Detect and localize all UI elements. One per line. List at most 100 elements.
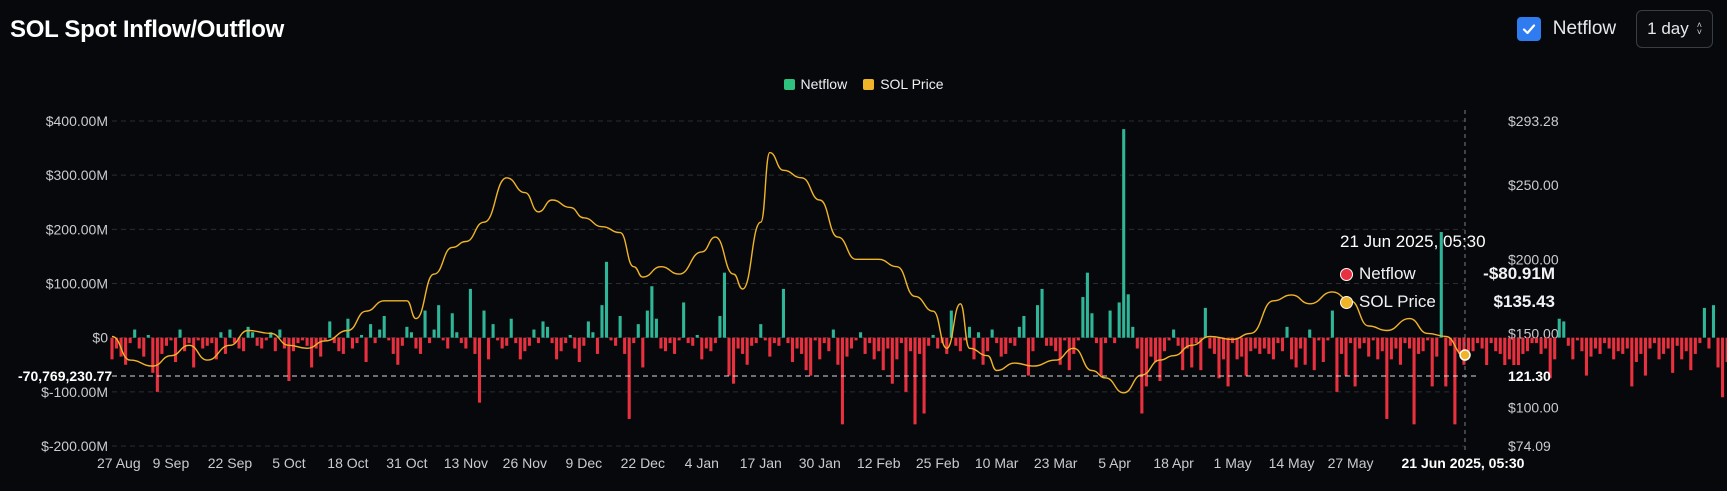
price-highlight-point (1459, 349, 1471, 361)
netflow-bar (477, 337, 482, 403)
netflow-bar (645, 310, 649, 338)
netflow-bar (1539, 337, 1543, 354)
netflow-bar (1530, 337, 1534, 344)
netflow-bar (1389, 337, 1393, 360)
netflow-bar (237, 337, 241, 349)
netflow-bar (1544, 337, 1548, 349)
netflow-bar (636, 324, 640, 338)
tooltip-dot-netflow (1340, 267, 1353, 281)
netflow-bar (845, 337, 849, 357)
netflow-bar (609, 337, 613, 341)
netflow-bar (1240, 337, 1244, 357)
netflow-bar (1707, 337, 1711, 349)
netflow-bar (1398, 337, 1402, 365)
netflow-bar (954, 337, 958, 346)
netflow-bar (173, 337, 178, 363)
y-right-tick-label: $150.00 (1508, 325, 1559, 341)
netflow-bar (1553, 337, 1557, 360)
netflow-bar (192, 337, 196, 368)
netflow-bar (813, 337, 817, 341)
netflow-bar (1004, 337, 1008, 354)
netflow-bar (600, 305, 604, 338)
netflow-bar (963, 337, 967, 341)
netflow-bar (1330, 310, 1334, 338)
netflow-bar (273, 337, 277, 352)
netflow-bar (999, 337, 1003, 357)
netflow-bar (732, 337, 736, 384)
netflow-bar (1008, 337, 1012, 344)
netflow-bar (1258, 337, 1262, 354)
netflow-bar (468, 288, 472, 338)
netflow-bar (1725, 337, 1727, 363)
netflow-bar (1335, 337, 1339, 392)
netflow-bar (545, 326, 550, 338)
netflow-bar (1721, 337, 1725, 398)
y-right-tick-label: $100.00 (1508, 400, 1559, 416)
netflow-bar (264, 337, 268, 341)
netflow-bar (804, 337, 808, 371)
netflow-bar (1158, 337, 1162, 381)
netflow-bar (1026, 337, 1030, 376)
interval-select[interactable]: 1 day ˄ ˅ (1636, 10, 1713, 48)
netflow-bar (1203, 307, 1207, 338)
netflow-bar (1063, 337, 1067, 341)
netflow-bar (1271, 337, 1275, 360)
netflow-bar (1575, 337, 1579, 341)
chart-controls: Netflow 1 day ˄ ˅ (1516, 10, 1713, 48)
netflow-bar (187, 337, 191, 344)
netflow-bar (1593, 337, 1598, 349)
crosshair-netflow-label: -70,769,230.77 (18, 368, 112, 384)
netflow-bar (423, 310, 427, 338)
netflow-bar (364, 337, 368, 363)
y-left-tick-label: $400.00M (46, 113, 108, 129)
netflow-bar (355, 337, 359, 344)
netflow-bar (1675, 337, 1679, 346)
netflow-bar (881, 337, 885, 371)
netflow-bar (219, 332, 223, 338)
netflow-bar (1680, 337, 1684, 360)
netflow-bar (183, 337, 187, 352)
netflow-bar (541, 321, 545, 338)
netflow-bar (1476, 337, 1480, 344)
netflow-bar (1662, 337, 1666, 354)
x-tick-label: 22 Sep (208, 455, 253, 471)
netflow-bar (836, 337, 840, 365)
legend-item-netflow[interactable]: Netflow (783, 76, 847, 92)
x-tick-label: 9 Dec (566, 455, 603, 471)
netflow-bar (1494, 337, 1498, 352)
x-tick-label: 22 Dec (621, 455, 665, 471)
netflow-bar (709, 337, 713, 352)
netflow-bar (818, 337, 822, 360)
netflow-bar (201, 337, 205, 349)
netflow-bar (146, 334, 150, 338)
netflow-bar (1385, 337, 1389, 419)
x-tick-label: 30 Jan (799, 455, 841, 471)
netflow-bar (491, 324, 495, 338)
netflow-bar (518, 337, 522, 360)
netflow-bar (1702, 307, 1706, 338)
netflow-bar (704, 337, 708, 349)
netflow-bar (854, 337, 858, 341)
page-title: SOL Spot Inflow/Outflow (10, 16, 284, 43)
netflow-bar (1185, 337, 1189, 349)
netflow-bar (618, 316, 622, 338)
netflow-bar (564, 337, 568, 344)
netflow-bar (1099, 337, 1103, 376)
netflow-bar (1054, 337, 1058, 352)
netflow-bar (536, 337, 540, 344)
netflow-bar (509, 318, 513, 338)
netflow-bar (137, 337, 141, 349)
netflow-bar (205, 337, 209, 346)
netflow-bar (305, 337, 309, 346)
netflow-bar (1317, 337, 1321, 341)
netflow-bar (677, 337, 681, 341)
legend-item-sol-price[interactable]: SOL Price (863, 76, 943, 92)
netflow-toggle-label[interactable]: Netflow (1552, 18, 1617, 39)
netflow-bar (505, 337, 509, 346)
netflow-bar (1117, 302, 1121, 338)
netflow-bar (1149, 337, 1153, 357)
up-down-chevron-icon: ˄ ˅ (1696, 20, 1702, 37)
netflow-checkbox[interactable] (1516, 17, 1541, 41)
netflow-bar (1634, 337, 1638, 363)
netflow-bar (278, 329, 282, 338)
